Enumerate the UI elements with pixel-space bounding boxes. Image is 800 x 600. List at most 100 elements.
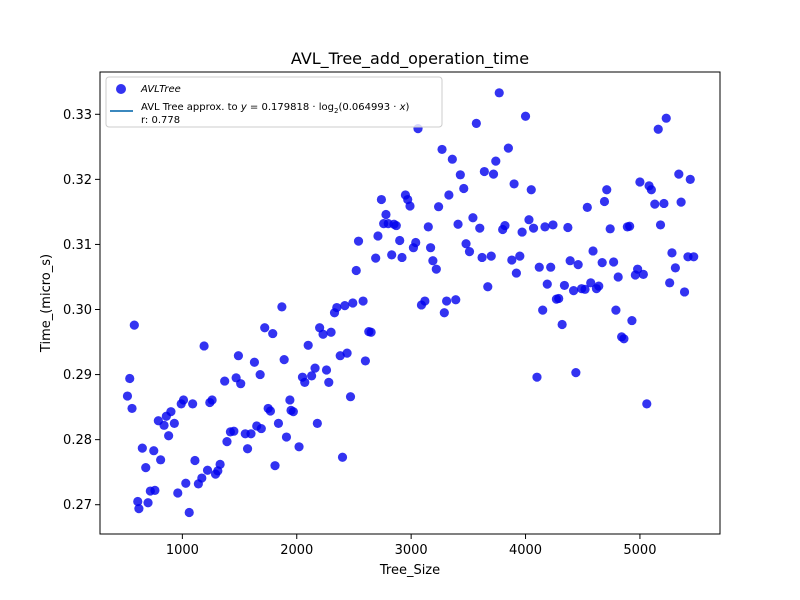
data-point <box>491 156 501 166</box>
data-point <box>353 236 364 246</box>
data-point <box>164 431 174 441</box>
data-point <box>300 377 310 387</box>
data-point <box>674 169 684 179</box>
data-point <box>650 199 660 209</box>
data-point <box>475 223 485 233</box>
chart-title: AVL_Tree_add_operation_time <box>291 49 529 69</box>
data-point <box>515 251 525 261</box>
data-point <box>395 235 405 246</box>
data-point <box>464 246 475 257</box>
data-point <box>373 231 383 241</box>
data-point <box>599 196 610 207</box>
data-point <box>588 246 598 256</box>
data-point <box>542 279 552 289</box>
data-point <box>439 308 449 318</box>
data-point <box>511 268 521 278</box>
data-point <box>642 399 652 409</box>
data-point <box>540 222 550 232</box>
data-point <box>486 251 496 261</box>
data-point <box>150 485 160 496</box>
data-point <box>281 432 292 442</box>
data-point <box>573 260 583 270</box>
data-point <box>459 183 469 194</box>
data-point <box>568 286 579 296</box>
data-point <box>468 213 478 223</box>
data-point <box>554 293 564 304</box>
data-point <box>279 355 289 365</box>
data-point <box>376 194 387 205</box>
plot-frame <box>99 71 721 535</box>
data-point <box>594 281 604 291</box>
data-point <box>520 111 531 121</box>
data-point <box>326 327 336 337</box>
data-point <box>288 407 298 417</box>
data-point <box>679 287 690 297</box>
data-point <box>509 179 519 189</box>
data-point <box>391 220 401 231</box>
legend-scatter-marker <box>116 84 126 94</box>
data-point <box>483 282 493 292</box>
x-tick-label: 3000 <box>395 543 428 558</box>
data-point <box>188 399 198 409</box>
data-point <box>670 263 680 273</box>
data-point <box>351 265 361 276</box>
x-tick-label: 5000 <box>623 543 656 558</box>
data-point <box>565 256 575 266</box>
data-point <box>461 239 471 249</box>
data-point <box>451 295 461 305</box>
plot-area <box>99 71 721 535</box>
data-point <box>437 144 447 155</box>
legend-math-sub: 2 <box>334 107 338 115</box>
data-point <box>202 465 213 475</box>
data-point <box>627 315 637 326</box>
data-point <box>381 209 391 220</box>
data-point <box>605 224 615 234</box>
data-point <box>366 327 376 337</box>
data-point <box>273 418 284 428</box>
y-tick-label: 0.28 <box>63 433 92 448</box>
data-point <box>127 403 137 414</box>
data-point <box>181 478 191 488</box>
data-point <box>613 272 623 282</box>
data-point <box>428 256 438 266</box>
data-point <box>534 262 544 272</box>
data-point <box>571 368 581 378</box>
data-point <box>242 444 253 454</box>
data-point <box>318 329 328 339</box>
data-point <box>453 219 463 229</box>
legend-math-y: y <box>240 102 248 113</box>
data-point <box>659 198 669 209</box>
data-point <box>265 406 276 416</box>
data-point <box>676 197 686 207</box>
data-point <box>371 253 381 263</box>
data-point <box>625 221 635 231</box>
data-point <box>548 220 558 230</box>
data-point <box>137 443 147 453</box>
data-point <box>173 488 183 498</box>
data-point <box>477 252 487 263</box>
data-point <box>387 250 397 260</box>
data-point <box>340 301 350 311</box>
data-point <box>661 113 671 123</box>
data-point <box>321 365 332 375</box>
data-point <box>563 222 573 233</box>
data-point <box>249 357 260 367</box>
data-point <box>546 262 556 272</box>
data-point <box>488 169 499 179</box>
data-point <box>358 296 368 306</box>
data-point <box>557 319 567 330</box>
data-point <box>444 190 454 200</box>
points-layer <box>122 88 699 518</box>
data-point <box>638 269 648 279</box>
data-point <box>619 334 629 344</box>
data-point <box>332 302 342 313</box>
data-point <box>689 252 699 262</box>
data-point <box>324 377 334 387</box>
data-point <box>582 202 592 212</box>
data-point <box>503 143 513 153</box>
y-axis: 0.27 0.28 0.29 0.30 0.31 0.32 0.33 <box>63 108 100 513</box>
data-point <box>268 328 278 339</box>
data-point <box>141 463 151 473</box>
data-point <box>310 363 320 373</box>
data-point <box>270 461 280 471</box>
